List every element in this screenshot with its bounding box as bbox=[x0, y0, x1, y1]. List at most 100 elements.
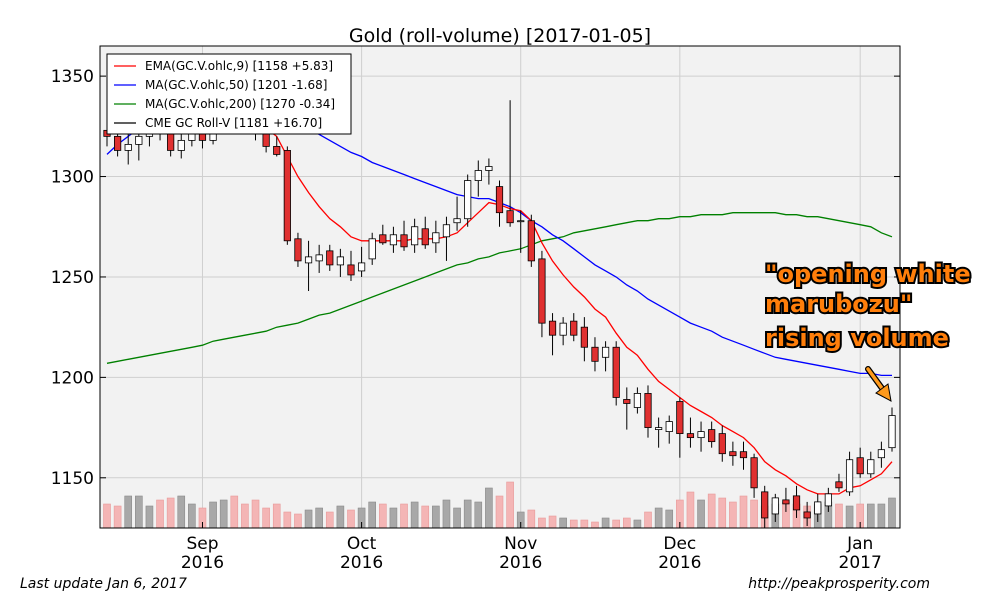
x-tick-month: Sep bbox=[186, 534, 218, 554]
y-tick-label: 1200 bbox=[51, 368, 94, 388]
candle-body bbox=[442, 224, 451, 238]
volume-bar bbox=[241, 503, 249, 529]
candle-body bbox=[718, 433, 726, 455]
candle-body bbox=[453, 218, 461, 224]
annotation-line-1: "opening white bbox=[765, 260, 971, 288]
volume-bar bbox=[538, 517, 546, 529]
candle-body bbox=[655, 427, 663, 430]
candle-body bbox=[389, 234, 398, 246]
volume-bar bbox=[485, 487, 493, 529]
x-tick-month: Oct bbox=[347, 534, 377, 554]
volume-bar bbox=[304, 509, 313, 529]
candle-body bbox=[315, 254, 323, 262]
candle-body bbox=[304, 256, 313, 264]
candle-body bbox=[124, 144, 132, 151]
volume-bar bbox=[654, 507, 663, 529]
candle-body bbox=[782, 499, 790, 505]
candle-body bbox=[336, 256, 344, 266]
candle-body bbox=[814, 501, 822, 515]
volume-bar bbox=[336, 505, 345, 529]
volume-bar bbox=[251, 499, 260, 529]
volume-bar bbox=[113, 505, 122, 529]
candle-body bbox=[379, 234, 387, 244]
volume-bar bbox=[474, 501, 483, 529]
y-tick-label: 1300 bbox=[51, 168, 94, 188]
x-tick-month: Nov bbox=[504, 534, 537, 554]
candle-body bbox=[761, 491, 769, 519]
y-axis: 1150 1200 1250 1300 1350 bbox=[51, 67, 900, 489]
candle-body bbox=[888, 415, 896, 449]
candle-body bbox=[432, 232, 440, 244]
volume-bar bbox=[294, 513, 302, 529]
volume-bar bbox=[442, 499, 451, 529]
legend-label-ma50: MA(GC.V.ohlc,50) [1201 -1.68] bbox=[145, 78, 327, 92]
x-tick-month: Dec bbox=[663, 534, 696, 554]
ma200-line bbox=[106, 212, 893, 364]
volume-bar bbox=[177, 495, 186, 529]
volume-bar bbox=[665, 509, 674, 529]
candle-body bbox=[835, 481, 843, 489]
candle-body bbox=[326, 250, 334, 266]
candle-body bbox=[580, 326, 588, 348]
volume-bar bbox=[644, 511, 652, 529]
volume-bar bbox=[209, 501, 217, 529]
volume-bar bbox=[389, 507, 398, 529]
candle-body bbox=[570, 320, 578, 336]
x-tick-year: 2016 bbox=[658, 553, 701, 573]
candle-body bbox=[177, 139, 185, 151]
volume-bar bbox=[601, 517, 610, 529]
candle-body bbox=[357, 262, 366, 272]
candle-body bbox=[623, 399, 631, 404]
x-tick-month: Jan bbox=[846, 534, 873, 554]
volume-bar bbox=[506, 481, 514, 529]
annotation: "opening white marubozu" rising volume bbox=[763, 258, 973, 402]
volume-bar bbox=[729, 501, 737, 529]
volume-bar bbox=[697, 499, 705, 529]
volume-bar bbox=[145, 505, 154, 529]
x-tick-year: 2016 bbox=[181, 553, 224, 573]
legend-box bbox=[106, 53, 352, 135]
volume-bar bbox=[124, 495, 133, 529]
candle-body bbox=[283, 150, 291, 242]
volume-bar bbox=[527, 509, 536, 529]
volume-bar bbox=[135, 495, 143, 529]
volume-bar bbox=[283, 511, 292, 529]
volume-bar bbox=[463, 499, 472, 529]
volume-bar bbox=[315, 507, 323, 529]
candle-body bbox=[527, 220, 535, 262]
candle-body bbox=[294, 238, 302, 262]
candle-body bbox=[633, 393, 642, 408]
volume-bar bbox=[495, 495, 504, 529]
legend-label-roll-v: CME GC Roll-V [1181 +16.70] bbox=[145, 116, 322, 130]
volume-bar bbox=[188, 503, 196, 529]
volume-bar bbox=[347, 509, 355, 529]
candle-body bbox=[273, 146, 281, 155]
volume-bar bbox=[750, 499, 758, 529]
volume-bar bbox=[368, 501, 377, 529]
volume-bar bbox=[888, 497, 896, 529]
candle-body bbox=[474, 170, 482, 181]
candle-body bbox=[368, 238, 376, 260]
candle-body bbox=[411, 226, 419, 246]
volume-bar bbox=[219, 499, 228, 529]
y-tick-label: 1350 bbox=[51, 67, 94, 87]
volume-bar bbox=[739, 495, 748, 529]
candle-body bbox=[347, 264, 355, 276]
volume-bar bbox=[612, 519, 620, 529]
volume-bar bbox=[866, 503, 875, 529]
candle-body bbox=[644, 393, 652, 428]
volume-bar bbox=[633, 519, 642, 529]
legend-label-ema9: EMA(GC.V.ohlc,9) [1158 +5.83] bbox=[145, 59, 333, 73]
volume-bar bbox=[845, 505, 854, 529]
volume-bar bbox=[707, 493, 716, 529]
volume-bar bbox=[569, 519, 578, 529]
volume-bar bbox=[400, 503, 408, 529]
volume-bar bbox=[432, 505, 440, 529]
volume-bar bbox=[591, 521, 599, 529]
candle-body bbox=[697, 431, 705, 439]
candle-body bbox=[517, 220, 525, 223]
volume-bar bbox=[622, 517, 631, 529]
candle-body bbox=[135, 135, 143, 145]
last-update-text: Last update Jan 6, 2017 bbox=[20, 576, 187, 592]
